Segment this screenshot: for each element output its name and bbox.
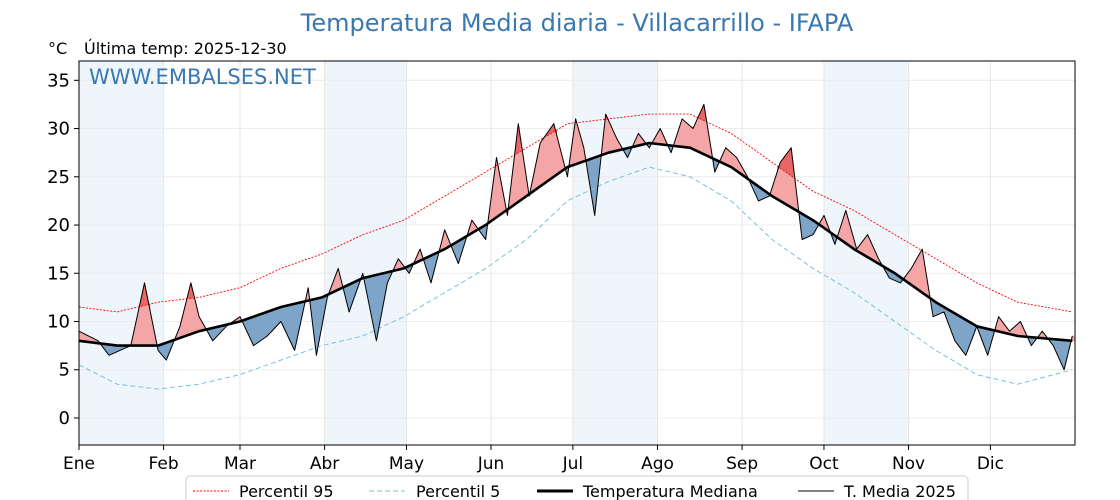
x-tick-label-sep: Sep	[726, 454, 758, 474]
month-band-abr	[324, 61, 407, 445]
x-tick-label-abr: Abr	[310, 454, 339, 474]
y-axis-ticks: 0 5 10 15 20 25 30 35	[47, 70, 79, 429]
fill-below-median	[253, 315, 257, 347]
legend-box	[185, 475, 969, 500]
y-tick-label-35: 35	[47, 70, 70, 91]
fill-above-median	[684, 120, 688, 148]
fill-below-median	[960, 316, 964, 353]
x-tick-label-jul: Jul	[562, 454, 584, 474]
fill-below-median	[962, 317, 967, 357]
fill-above-median	[681, 118, 686, 148]
month-bands	[79, 61, 909, 445]
fill-below-median	[264, 311, 268, 339]
fill-below-median	[804, 214, 808, 239]
x-axis-ticks: Ene Feb Mar Abr May Jun Jul Ago Sep Oct Nov Dic	[63, 445, 1004, 474]
fill-above-median	[539, 138, 544, 188]
y-tick-label-30: 30	[47, 119, 70, 140]
fill-below-median	[269, 309, 274, 334]
legend-label-p95: Percentil 95	[239, 482, 334, 500]
fill-below-median	[266, 310, 271, 337]
y-tick-label-10: 10	[47, 312, 70, 333]
fill-above-median	[916, 252, 920, 292]
x-tick-label-oct: Oct	[809, 454, 839, 474]
fill-below-median	[801, 213, 806, 240]
y-tick-label-0: 0	[59, 408, 70, 429]
y-tick-label-5: 5	[59, 360, 70, 381]
month-band-jul	[572, 61, 658, 445]
x-tick-label-dic: Dic	[977, 454, 1004, 474]
x-tick-label-may: May	[389, 454, 424, 474]
fill-above-median	[919, 248, 923, 294]
last-temp-label: Última temp: 2025-12-30	[84, 39, 287, 58]
plot-frame	[78, 60, 1076, 446]
legend-label-year: T. Media 2025	[843, 482, 956, 500]
y-tick-label-25: 25	[47, 167, 70, 188]
fill-above-median	[548, 126, 552, 182]
line-mediana	[78, 141, 1073, 347]
y-tick-label-20: 20	[47, 215, 70, 236]
line-percentil-95	[78, 113, 1073, 313]
fill-above-median	[687, 123, 691, 149]
fill-below-median	[256, 314, 260, 345]
fill-below-median	[261, 312, 265, 341]
legend: Percentil 95 Percentil 5 Temperatura Med…	[185, 475, 969, 500]
fill-below-median	[807, 216, 811, 238]
chart-title: Temperatura Media diaria - Villacarrillo…	[300, 9, 854, 37]
fill-below-median	[957, 314, 961, 349]
x-tick-label-nov: Nov	[892, 454, 925, 474]
series-lines	[78, 103, 1073, 390]
fill-below-median	[954, 312, 958, 346]
fill-below-median	[291, 303, 295, 351]
month-band-ene	[79, 61, 164, 445]
unit-label: °C	[48, 39, 67, 58]
fill-below-median	[108, 344, 113, 356]
x-tick-label-ene: Ene	[63, 454, 95, 474]
x-tick-label-feb: Feb	[149, 454, 179, 474]
x-tick-label-mar: Mar	[224, 454, 256, 474]
watermark: WWW.EMBALSES.NET	[89, 65, 316, 89]
fill-above-median	[689, 125, 694, 150]
fill-above-p95	[788, 146, 792, 177]
x-tick-label-ago: Ago	[641, 454, 674, 474]
fill-above-median	[542, 134, 546, 186]
x-tick-label-jun: Jun	[477, 454, 505, 474]
legend-label-median: Temperatura Mediana	[582, 482, 758, 500]
y-tick-label-15: 15	[47, 263, 70, 284]
fill-below-median	[258, 313, 263, 343]
legend-label-p5: Percentil 5	[416, 482, 500, 500]
fill-above-median	[545, 130, 549, 184]
line-media-2025	[78, 103, 1073, 371]
